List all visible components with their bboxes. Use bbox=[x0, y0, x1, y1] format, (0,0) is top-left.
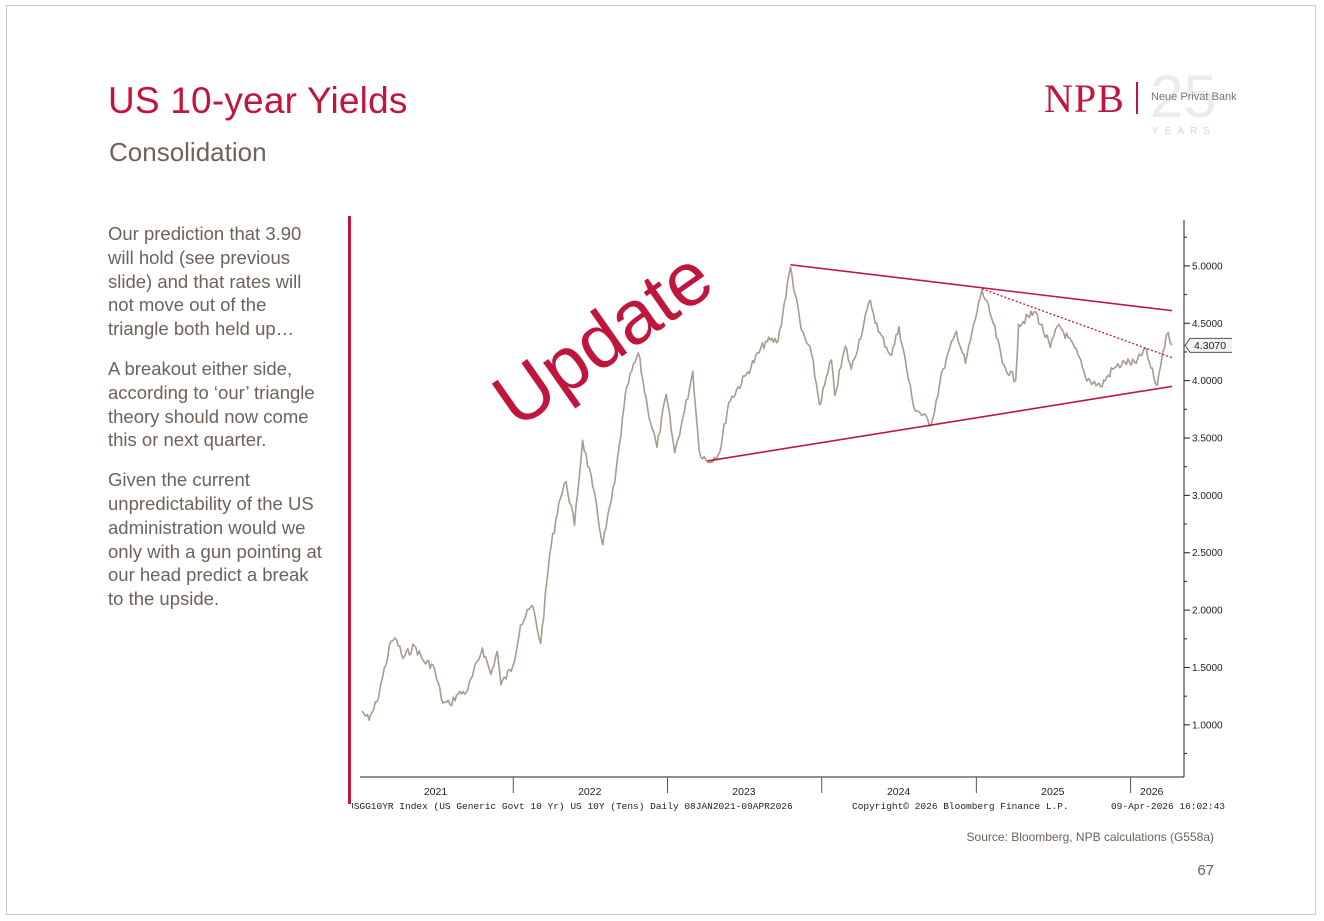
logo-mark: NPB bbox=[1044, 76, 1125, 121]
last-value-tag bbox=[1184, 337, 1232, 353]
page-number: 67 bbox=[1197, 862, 1214, 879]
y-tick-label: 4.0000 bbox=[1192, 376, 1223, 387]
y-tick-label: 1.0000 bbox=[1192, 720, 1223, 731]
triangle-trendline bbox=[790, 263, 1173, 312]
y-tick-label: 2.5000 bbox=[1192, 548, 1223, 559]
chart-footer-copyright: Copyright© 2026 Bloomberg Finance L.P. bbox=[852, 801, 1069, 812]
y-tick-label: 1.5000 bbox=[1192, 663, 1223, 674]
npb-logo: 25 NPB Neue Privat Bank YEARS bbox=[1044, 63, 1244, 142]
x-tick-label: 2026 bbox=[1140, 786, 1164, 798]
accent-divider bbox=[348, 216, 351, 804]
commentary-paragraph: Given the current unpredictability of th… bbox=[108, 469, 322, 610]
y-tick-label: 5.0000 bbox=[1192, 261, 1223, 272]
logo-bank-name: Neue Privat Bank bbox=[1151, 91, 1237, 103]
last-value-label: 4.3070 bbox=[1194, 340, 1226, 352]
commentary-paragraph: Our prediction that 3.90 will hold (see … bbox=[108, 223, 302, 340]
commentary-paragraph: A breakout either side, according to ‘ou… bbox=[108, 357, 315, 451]
slide-border bbox=[6, 5, 1316, 915]
logo-years: YEARS bbox=[1152, 126, 1216, 137]
y-tick-label: 3.5000 bbox=[1192, 434, 1223, 445]
dotted-trendline bbox=[981, 288, 1173, 359]
y-tick-label: 2.0000 bbox=[1192, 606, 1223, 617]
triangle-trendline bbox=[707, 385, 1173, 462]
x-tick-label: 2022 bbox=[578, 786, 602, 798]
commentary-sidebar: Our prediction that 3.90 will hold (see … bbox=[108, 222, 328, 627]
yield-series-line bbox=[361, 266, 1173, 722]
yield-chart: 1.0000 1.5000 2.0000 2.5000 3.0000 3.5000 4.00… bbox=[352, 220, 1232, 812]
logo-divider bbox=[1136, 82, 1138, 114]
source-note: Source: Bloomberg, NPB calculations (G55… bbox=[966, 830, 1214, 844]
chart-footer-timestamp: 09-Apr-2026 16:02:43 bbox=[1111, 801, 1225, 812]
slide-title: US 10-year Yields bbox=[108, 80, 408, 121]
update-annotation: Update bbox=[478, 234, 728, 444]
chart-footer-ticker: USGG10YR Index (US Generic Govt 10 Yr) U… bbox=[352, 801, 793, 812]
x-tick-label: 2025 bbox=[1041, 786, 1065, 798]
slide-subtitle: Consolidation bbox=[109, 137, 267, 167]
x-tick-label: 2023 bbox=[732, 786, 756, 798]
logo-anniversary-number: 25 bbox=[1150, 63, 1217, 130]
y-tick-label: 3.0000 bbox=[1192, 491, 1223, 502]
x-tick-label: 2021 bbox=[424, 786, 448, 798]
y-tick-label: 4.5000 bbox=[1192, 319, 1223, 330]
x-tick-label: 2024 bbox=[887, 786, 911, 798]
